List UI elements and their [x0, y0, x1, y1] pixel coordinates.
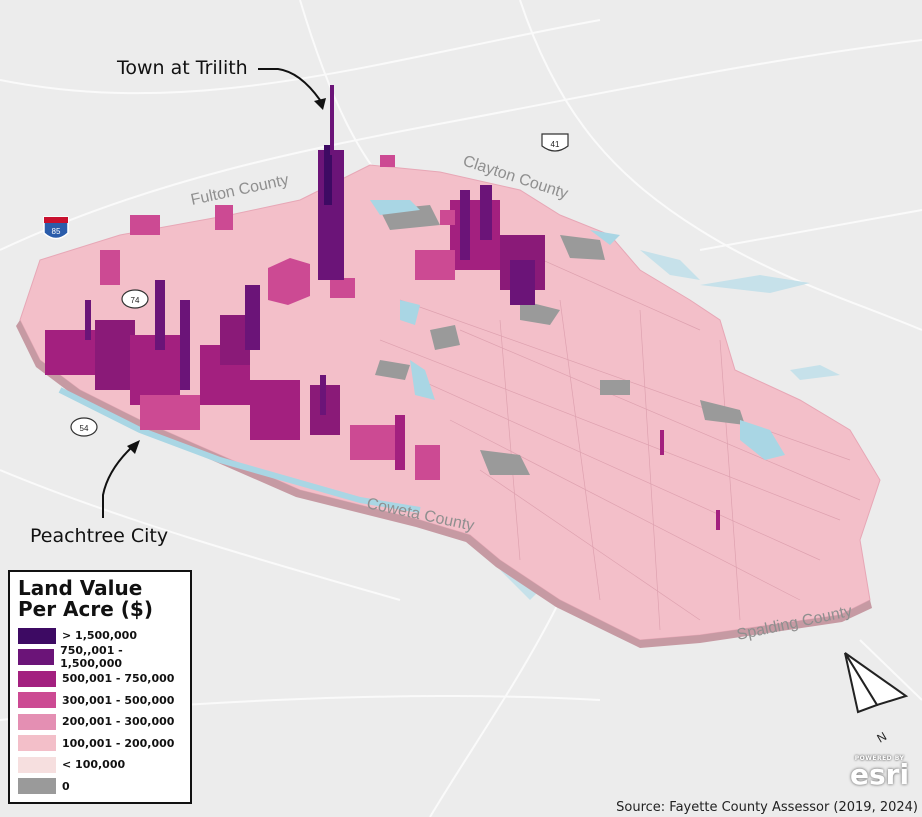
- legend-item: > 1,500,000: [18, 625, 182, 647]
- extrusions-trilith: [318, 85, 344, 280]
- legend-swatch: [18, 778, 56, 795]
- powered-by-text: POWERED BY: [854, 755, 905, 762]
- north-arrow-icon: N: [844, 652, 909, 746]
- legend-label: 750,,001 - 1,500,000: [60, 644, 123, 671]
- sr74-shield-icon: 74: [121, 289, 149, 309]
- legend-title-line1: Land Value: [18, 576, 143, 600]
- legend-swatch: [18, 713, 56, 730]
- sr74-number: 74: [131, 296, 140, 305]
- trilith-callout: Town at Trilith: [117, 57, 248, 79]
- callout-arrows: [102, 68, 326, 518]
- legend-swatch: [18, 670, 56, 687]
- county-label-fulton: Fulton County: [189, 172, 290, 209]
- legend-item: 0: [18, 776, 182, 798]
- legend-item: 500,001 - 750,000: [18, 668, 182, 690]
- extrusions-peachtree-city: [45, 205, 440, 480]
- legend-label: 300,001 - 500,000: [62, 693, 175, 707]
- interstate-shield-icon: 85: [43, 216, 69, 240]
- peachtree-arrowhead: [127, 440, 140, 454]
- peachtree-arrow: [102, 446, 133, 518]
- legend-swatch: [18, 735, 56, 752]
- basemap-water: [500, 250, 840, 600]
- legend-item: 300,001 - 500,000: [18, 690, 182, 712]
- legend-item: < 100,000: [18, 754, 182, 776]
- esri-wordmark: esri: [850, 758, 910, 791]
- legend-item: 100,001 - 200,000: [18, 733, 182, 755]
- legend-swatch: [18, 692, 56, 709]
- legend-swatch: [18, 756, 56, 773]
- legend-items: > 1,500,000 750,,001 - 1,500,000 500,001 -…: [18, 625, 182, 797]
- map-legend: Land Value Per Acre ($) > 1,500,000 750,,…: [8, 570, 192, 804]
- legend-swatch: [18, 627, 56, 644]
- trilith-arrow: [258, 68, 321, 101]
- peachtree-callout: Peachtree City: [30, 525, 169, 547]
- interstate-number: 85: [52, 227, 61, 236]
- sr54-shield-icon: 54: [70, 417, 98, 437]
- legend-swatch: [18, 649, 55, 666]
- legend-title: Land Value Per Acre ($): [18, 578, 182, 620]
- county-surface: [16, 164, 881, 648]
- trilith-arrowhead: [314, 98, 326, 110]
- source-credit: Source: Fayette County Assessor (2019, 2…: [616, 800, 918, 815]
- legend-label: 500,001 - 750,000: [62, 672, 175, 686]
- legend-title-line2: Per Acre ($): [18, 597, 153, 621]
- legend-item: 200,001 - 300,000: [18, 711, 182, 733]
- north-label: N: [875, 729, 890, 745]
- esri-logo: POWERED BY esri: [850, 755, 910, 791]
- legend-label: 0: [62, 779, 70, 793]
- extrusions-fayetteville: [380, 155, 720, 530]
- us-route-shield-icon: 41: [541, 133, 569, 152]
- sr54-number: 54: [80, 424, 89, 433]
- legend-label: < 100,000: [62, 758, 126, 772]
- legend-label: > 1,500,000: [62, 629, 137, 643]
- legend-item: 750,,001 - 1,500,000: [18, 644, 182, 671]
- legend-label: 100,001 - 200,000: [62, 736, 175, 750]
- us-route-number: 41: [551, 140, 560, 149]
- legend-label: 200,001 - 300,000: [62, 715, 175, 729]
